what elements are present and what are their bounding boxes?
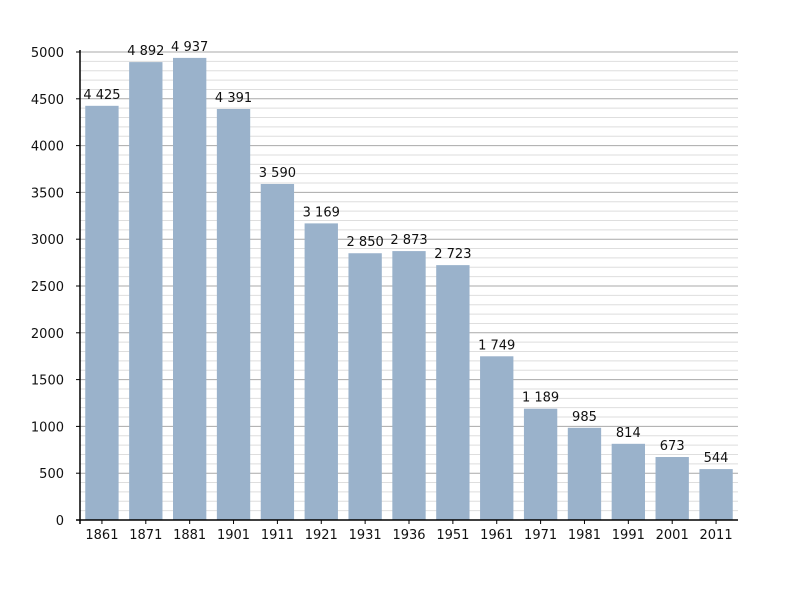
x-tick-label: 1881: [173, 528, 206, 543]
y-tick-label: 3500: [31, 186, 64, 201]
x-tick-label: 1911: [261, 528, 294, 543]
x-tick-label: 1936: [392, 528, 425, 543]
bar-1881: [172, 57, 207, 521]
bar-2001: [655, 457, 689, 520]
data-label-2011: 544: [704, 451, 729, 466]
bar-1921: [304, 223, 338, 521]
y-tick-label: 3000: [31, 233, 64, 248]
bar-1971: [523, 408, 558, 520]
data-label-1981: 985: [572, 410, 597, 425]
x-tick-label: 1991: [612, 528, 645, 543]
x-tick-label: 1951: [436, 528, 469, 543]
data-label-1931: 2 850: [347, 235, 384, 250]
y-tick-label: 500: [39, 467, 64, 482]
bar-1936: [392, 251, 426, 520]
y-tick-label: 4000: [31, 140, 64, 155]
x-tick-label: 1981: [568, 528, 601, 543]
bar-1981: [567, 427, 602, 520]
data-label-1951: 2 723: [434, 247, 471, 262]
axes: [76, 50, 738, 524]
labels: 4 425 1861 4 892 1871 4 937 1881 4 391 1901 3 59…: [31, 40, 733, 543]
bar-1861: [85, 105, 119, 520]
bar-1901: [216, 109, 251, 520]
bar-1871: [129, 62, 163, 521]
y-tick-label: 1500: [31, 374, 64, 389]
data-label-1971: 1 189: [522, 391, 559, 406]
x-tick-label: 1961: [480, 528, 513, 543]
y-tick-label: 0: [56, 514, 64, 529]
data-label-1871: 4 892: [127, 44, 164, 59]
data-label-1921: 3 169: [303, 205, 340, 220]
data-label-1861: 4 425: [83, 88, 120, 103]
x-tick-label: 1871: [129, 528, 162, 543]
data-label-1991: 814: [616, 426, 641, 441]
x-tick-label: 1971: [524, 528, 557, 543]
x-tick-label: 2001: [656, 528, 689, 543]
data-label-1901: 4 391: [215, 91, 252, 106]
bar-1931: [348, 253, 382, 521]
bar-1961: [480, 356, 514, 520]
data-label-1936: 2 873: [390, 233, 427, 248]
data-label-1881: 4 937: [171, 40, 208, 55]
x-tick-label: 2011: [700, 528, 733, 543]
y-tick-label: 4500: [31, 93, 64, 108]
bar-1911: [260, 183, 295, 520]
data-label-1961: 1 749: [478, 338, 515, 353]
y-tick-label: 2500: [31, 280, 64, 295]
x-tick-label: 1931: [349, 528, 382, 543]
bar-1991: [611, 443, 646, 520]
y-tick-label: 2000: [31, 327, 64, 342]
x-tick-label: 1861: [85, 528, 118, 543]
bar-2011: [699, 469, 733, 520]
data-label-1911: 3 590: [259, 166, 296, 181]
bars: [85, 57, 733, 521]
bar-1951: [436, 265, 470, 520]
x-tick-label: 1901: [217, 528, 250, 543]
x-tick-label: 1921: [305, 528, 338, 543]
data-label-2001: 673: [660, 439, 685, 454]
y-tick-label: 1000: [31, 420, 64, 435]
y-tick-label: 5000: [31, 46, 64, 61]
